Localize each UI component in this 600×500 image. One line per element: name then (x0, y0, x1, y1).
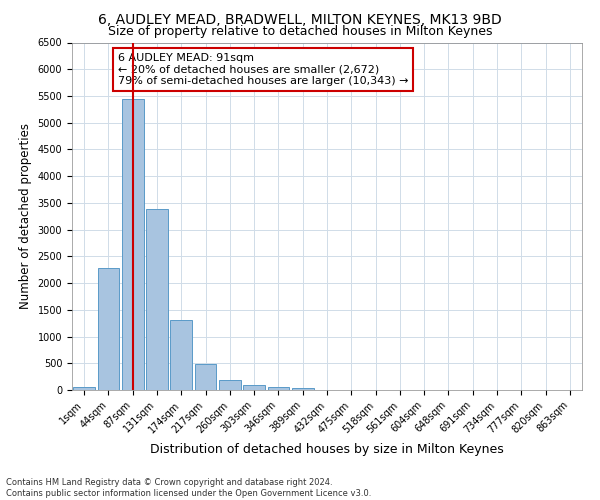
Text: Contains HM Land Registry data © Crown copyright and database right 2024.
Contai: Contains HM Land Registry data © Crown c… (6, 478, 371, 498)
Bar (243, 384, 265, 390)
Bar (146, 210, 168, 390)
Bar (194, 364, 217, 390)
X-axis label: Distribution of detached houses by size in Milton Keynes: Distribution of detached houses by size … (150, 443, 504, 456)
Text: Size of property relative to detached houses in Milton Keynes: Size of property relative to detached ho… (108, 25, 492, 38)
Text: 6, AUDLEY MEAD, BRADWELL, MILTON KEYNES, MK13 9BD: 6, AUDLEY MEAD, BRADWELL, MILTON KEYNES,… (98, 12, 502, 26)
Bar (73, 386, 95, 390)
Y-axis label: Number of detached properties: Number of detached properties (19, 123, 32, 309)
Bar (97, 268, 119, 390)
Bar (268, 387, 289, 390)
Bar (219, 380, 241, 390)
Bar (122, 99, 143, 390)
Text: 6 AUDLEY MEAD: 91sqm
← 20% of detached houses are smaller (2,672)
79% of semi-de: 6 AUDLEY MEAD: 91sqm ← 20% of detached h… (118, 53, 409, 86)
Bar (292, 388, 314, 390)
Bar (170, 320, 192, 390)
